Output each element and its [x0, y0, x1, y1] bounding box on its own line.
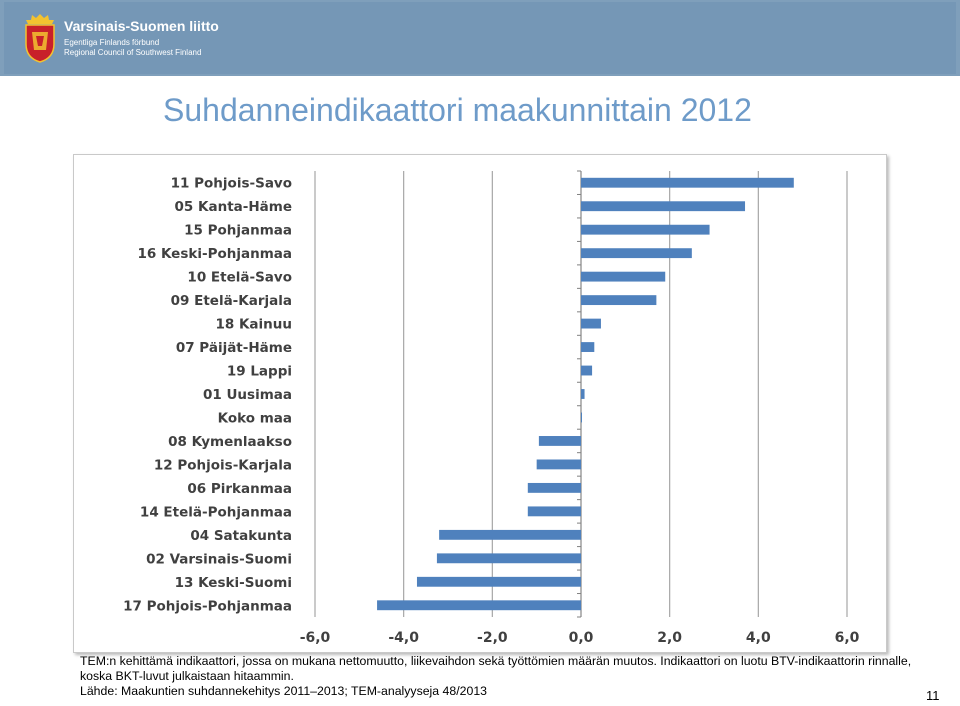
bar: [581, 342, 595, 352]
chart-frame: -6,0 -4,0 -2,0 0,0 2,0 4,0 6,0 11 Pohjois-Savo 0…: [73, 154, 887, 653]
bar: [581, 271, 666, 282]
bar: [436, 553, 581, 564]
x-tick-label: 6,0: [835, 630, 860, 646]
category-label: 17 Pohjois-Pohjanmaa: [123, 598, 292, 614]
bar: [581, 318, 601, 329]
bar: [581, 224, 710, 235]
org-name: Varsinais-Suomen liitto: [64, 18, 219, 34]
bar: [377, 600, 581, 611]
category-label: 19 Lappi: [227, 364, 292, 380]
category-label: Koko maa: [218, 410, 292, 426]
category-label: 02 Varsinais-Suomi: [146, 551, 292, 567]
bar: [581, 177, 794, 188]
org-subnames: Egentliga Finlands förbund Regional Coun…: [64, 38, 201, 58]
bar: [581, 365, 593, 376]
category-label: 01 Uusimaa: [203, 387, 292, 403]
bar: [416, 576, 581, 587]
bar: [581, 248, 692, 259]
x-tick-label: -6,0: [300, 630, 331, 646]
header-inner: Varsinais-Suomen liitto Egentliga Finlan…: [4, 2, 956, 74]
category-label: 11 Pohjois-Savo: [171, 176, 292, 192]
bar-chart: -6,0 -4,0 -2,0 0,0 2,0 4,0 6,0 11 Pohjois-Savo 0…: [123, 170, 860, 646]
x-tick-label: -2,0: [477, 630, 508, 646]
x-tick-label: 0,0: [569, 630, 594, 646]
org-name-en: Regional Council of Southwest Finland: [64, 48, 202, 57]
bar: [527, 482, 581, 493]
category-label: 14 Etelä-Pohjanmaa: [140, 504, 292, 520]
coat-of-arms-icon: [25, 14, 55, 63]
bar: [439, 529, 581, 540]
x-tick-label: 4,0: [746, 630, 771, 646]
bar: [527, 506, 581, 517]
category-label: 07 Päijät-Häme: [176, 340, 292, 356]
bar: [581, 295, 657, 306]
category-label: 13 Keski-Suomi: [175, 575, 292, 591]
x-tick-label: 2,0: [657, 630, 682, 646]
category-label: 18 Kainuu: [215, 317, 292, 333]
category-label: 09 Etelä-Karjala: [171, 293, 292, 309]
header-bar: Varsinais-Suomen liitto Egentliga Finlan…: [0, 0, 960, 76]
category-label: 10 Etelä-Savo: [187, 270, 292, 286]
bar: [536, 459, 581, 470]
category-label: 16 Keski-Pohjanmaa: [137, 246, 292, 262]
category-label: 04 Satakunta: [190, 528, 292, 544]
bar: [538, 436, 581, 446]
org-logo: Varsinais-Suomen liitto Egentliga Finlan…: [22, 12, 219, 68]
page-number: 11: [926, 688, 940, 703]
source-note: Lähde: Maakuntien suhdannekehitys 2011–2…: [80, 684, 487, 698]
bar: [581, 412, 582, 423]
x-tick-label: -4,0: [388, 630, 419, 646]
category-label: 12 Pohjois-Karjala: [154, 457, 292, 473]
category-label: 08 Kymenlaakso: [168, 434, 292, 450]
bar: [581, 389, 585, 399]
notes: TEM:n kehittämä indikaattori, jossa on m…: [80, 654, 940, 699]
indicator-note: TEM:n kehittämä indikaattori, jossa on m…: [80, 654, 912, 683]
category-label: 15 Pohjanmaa: [184, 223, 292, 239]
category-label: 06 Pirkanmaa: [187, 481, 292, 497]
category-label: 05 Kanta-Häme: [175, 199, 292, 215]
org-name-sv: Egentliga Finlands förbund: [64, 38, 160, 47]
page-title: Suhdanneindikaattori maakunnittain 2012: [163, 92, 752, 128]
bar: [581, 201, 746, 212]
